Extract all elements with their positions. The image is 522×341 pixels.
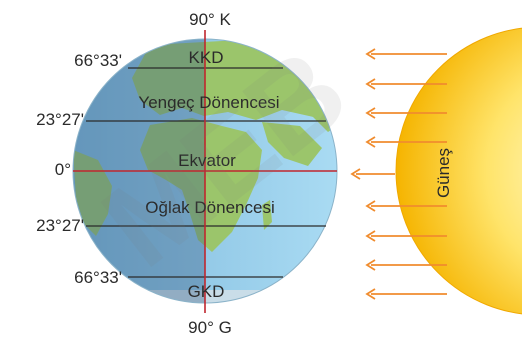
- land-madagascar: [262, 200, 272, 230]
- label-yengec: Yengeç Dönencesi: [138, 93, 279, 112]
- sun-ray-arrowhead: [365, 48, 376, 60]
- label-ekvator: Ekvator: [178, 151, 236, 170]
- degree-gkd: 66°33': [74, 268, 122, 287]
- sun-ray-arrow: [365, 230, 447, 242]
- sun-ray-arrow: [365, 78, 447, 90]
- sun-ray-arrowhead: [365, 230, 376, 242]
- degree-oglak: 23°27': [36, 216, 84, 235]
- sun-ray-arrow: [365, 288, 447, 300]
- degree-labels: 66°33' 23°27' 0° 23°27' 66°33': [36, 51, 122, 287]
- sun-ray-arrowhead: [365, 107, 376, 119]
- label-kkd: KKD: [189, 48, 224, 67]
- sun-ray-arrowhead: [365, 78, 376, 90]
- sun-ray-arrowhead: [365, 136, 376, 148]
- pole-south-label: 90° G: [188, 318, 232, 337]
- sun-ray-arrowhead: [365, 259, 376, 271]
- sun-ray-arrow: [365, 136, 447, 148]
- degree-yengec: 23°27': [36, 110, 84, 129]
- degree-kkd: 66°33': [74, 51, 122, 70]
- pole-north-label: 90° K: [189, 10, 231, 29]
- sun: Güneş: [395, 27, 522, 315]
- sun-disc: [395, 27, 522, 315]
- land-arabia: [262, 122, 322, 166]
- degree-ekvator: 0°: [55, 160, 71, 179]
- sun-ray-arrow: [365, 48, 447, 60]
- sun-rays: [350, 48, 447, 300]
- label-oglak: Oğlak Dönencesi: [145, 198, 274, 217]
- sun-ray-arrowhead: [350, 168, 361, 180]
- circle-name-labels: KKD Yengeç Dönencesi Ekvator Oğlak Dönen…: [138, 48, 279, 301]
- sun-ray-arrow: [365, 107, 447, 119]
- sun-ray-arrow: [365, 259, 447, 271]
- land-africa: [140, 118, 262, 252]
- sun-label: Güneş: [434, 148, 453, 198]
- sun-ray-arrowhead: [365, 288, 376, 300]
- sun-ray-arrowhead: [365, 200, 376, 212]
- label-gkd: GKD: [188, 282, 225, 301]
- sun-ray-arrow: [365, 200, 447, 212]
- sun-ray-arrow: [350, 168, 395, 180]
